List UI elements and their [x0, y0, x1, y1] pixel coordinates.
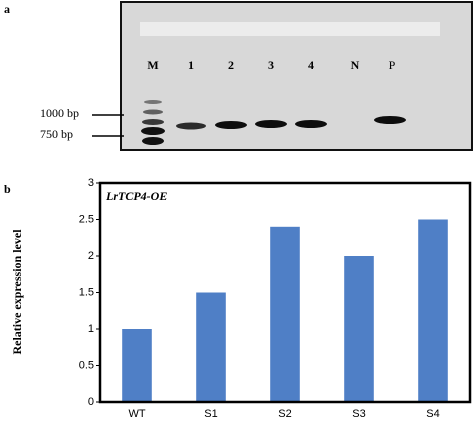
annotation: LrTCP4-OE [105, 189, 167, 203]
y-axis-label: Relative expression level [10, 229, 24, 355]
lane-label: N [351, 58, 360, 72]
wells [140, 22, 440, 36]
marker-label: 1000 bp [40, 106, 79, 120]
y-tick-label: 1.5 [79, 286, 94, 298]
lane-labels: M 1 2 3 4 N P [147, 58, 395, 72]
lane-label: 2 [228, 58, 234, 72]
plot-frame [98, 181, 472, 404]
bands [176, 116, 406, 130]
ladder [141, 100, 165, 145]
y-tick-label: 0 [88, 396, 94, 408]
marker-label: 750 bp [40, 127, 73, 141]
lane-label: M [147, 58, 158, 72]
lane-label: 3 [268, 58, 274, 72]
panel-label: a [4, 2, 10, 16]
x-tick-label: S3 [352, 408, 365, 420]
y-tick-label: 2.5 [79, 213, 94, 225]
lane-label: 4 [308, 58, 314, 72]
x-tick-label: S2 [278, 408, 291, 420]
panel-label: b [4, 182, 11, 196]
bar [122, 329, 152, 402]
bar-chart: b Relative expression level LrTCP4-OE 0 0… [4, 177, 472, 420]
bar [344, 256, 374, 402]
lane-label: P [389, 58, 396, 72]
x-tick-label: S4 [426, 408, 439, 420]
y-tick-label: 1 [88, 323, 94, 335]
x-tick-label: S1 [204, 408, 217, 420]
bar [270, 226, 300, 402]
y-tick-label: 3 [88, 177, 94, 189]
y-tick-label: 2 [88, 250, 94, 262]
bar [196, 292, 226, 402]
x-tick-label: WT [128, 408, 145, 420]
gel-panel: a M 1 2 3 4 N P 1000 bp 750 bp [4, 1, 473, 151]
bar [418, 219, 448, 402]
lane-label: 1 [188, 58, 194, 72]
y-tick-label: 0.5 [79, 359, 94, 371]
